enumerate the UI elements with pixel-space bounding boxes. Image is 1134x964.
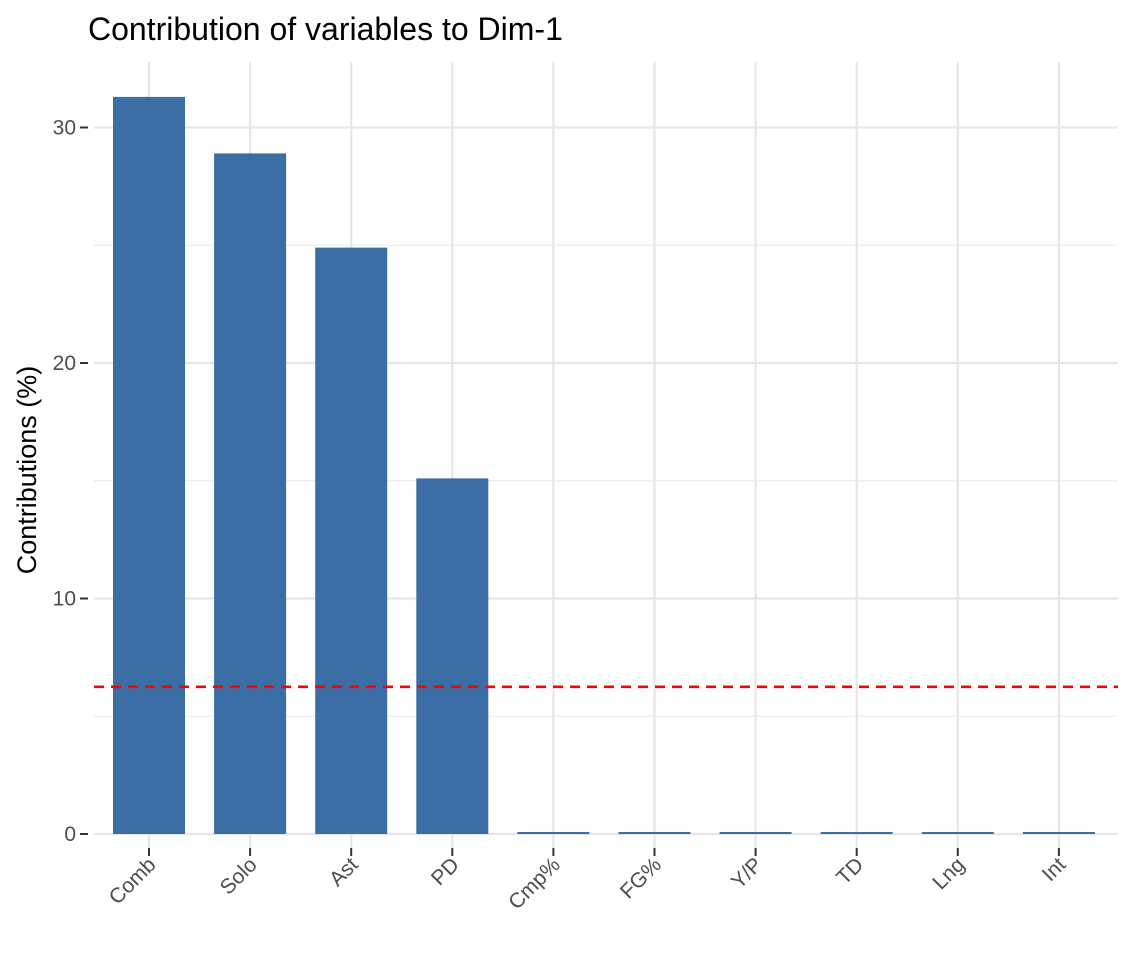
- bar-PD: [416, 478, 489, 834]
- x-tick-label: Cmp%: [504, 853, 565, 914]
- x-tick-label: FG%: [616, 853, 666, 903]
- y-tick-label: 20: [53, 352, 76, 375]
- x-tick-label: TD: [832, 853, 868, 889]
- x-tick-label: Ast: [325, 853, 363, 891]
- chart-title: Contribution of variables to Dim-1: [88, 11, 563, 47]
- x-tick-label: Int: [1038, 853, 1071, 886]
- bar-TD: [820, 832, 893, 834]
- y-tick-label: 0: [64, 823, 76, 846]
- bar-layer: [113, 96, 1095, 835]
- x-tick-label: Y/P: [727, 853, 767, 893]
- bar-FG%: [618, 832, 691, 834]
- axis-layer: 0 10 20 30 Comb Solo Ast PD Cmp% FG% Y/P TD Lng Int: [53, 117, 1071, 915]
- bar-Solo: [214, 153, 287, 834]
- x-tick-label: Lng: [928, 853, 969, 894]
- x-tick-label: Solo: [216, 853, 262, 899]
- y-axis-label: Contributions (%): [12, 366, 42, 575]
- y-tick-label: 10: [53, 588, 76, 611]
- bar-Lng: [921, 832, 994, 834]
- bar-Cmp%: [517, 832, 590, 834]
- bar-Y/P: [719, 832, 792, 834]
- bar-Ast: [315, 247, 388, 835]
- x-tick-label: PD: [427, 853, 464, 890]
- bar-Int: [1022, 832, 1095, 834]
- x-tick-label: Comb: [105, 853, 161, 909]
- y-tick-label: 30: [53, 117, 76, 140]
- bar-Comb: [113, 96, 185, 834]
